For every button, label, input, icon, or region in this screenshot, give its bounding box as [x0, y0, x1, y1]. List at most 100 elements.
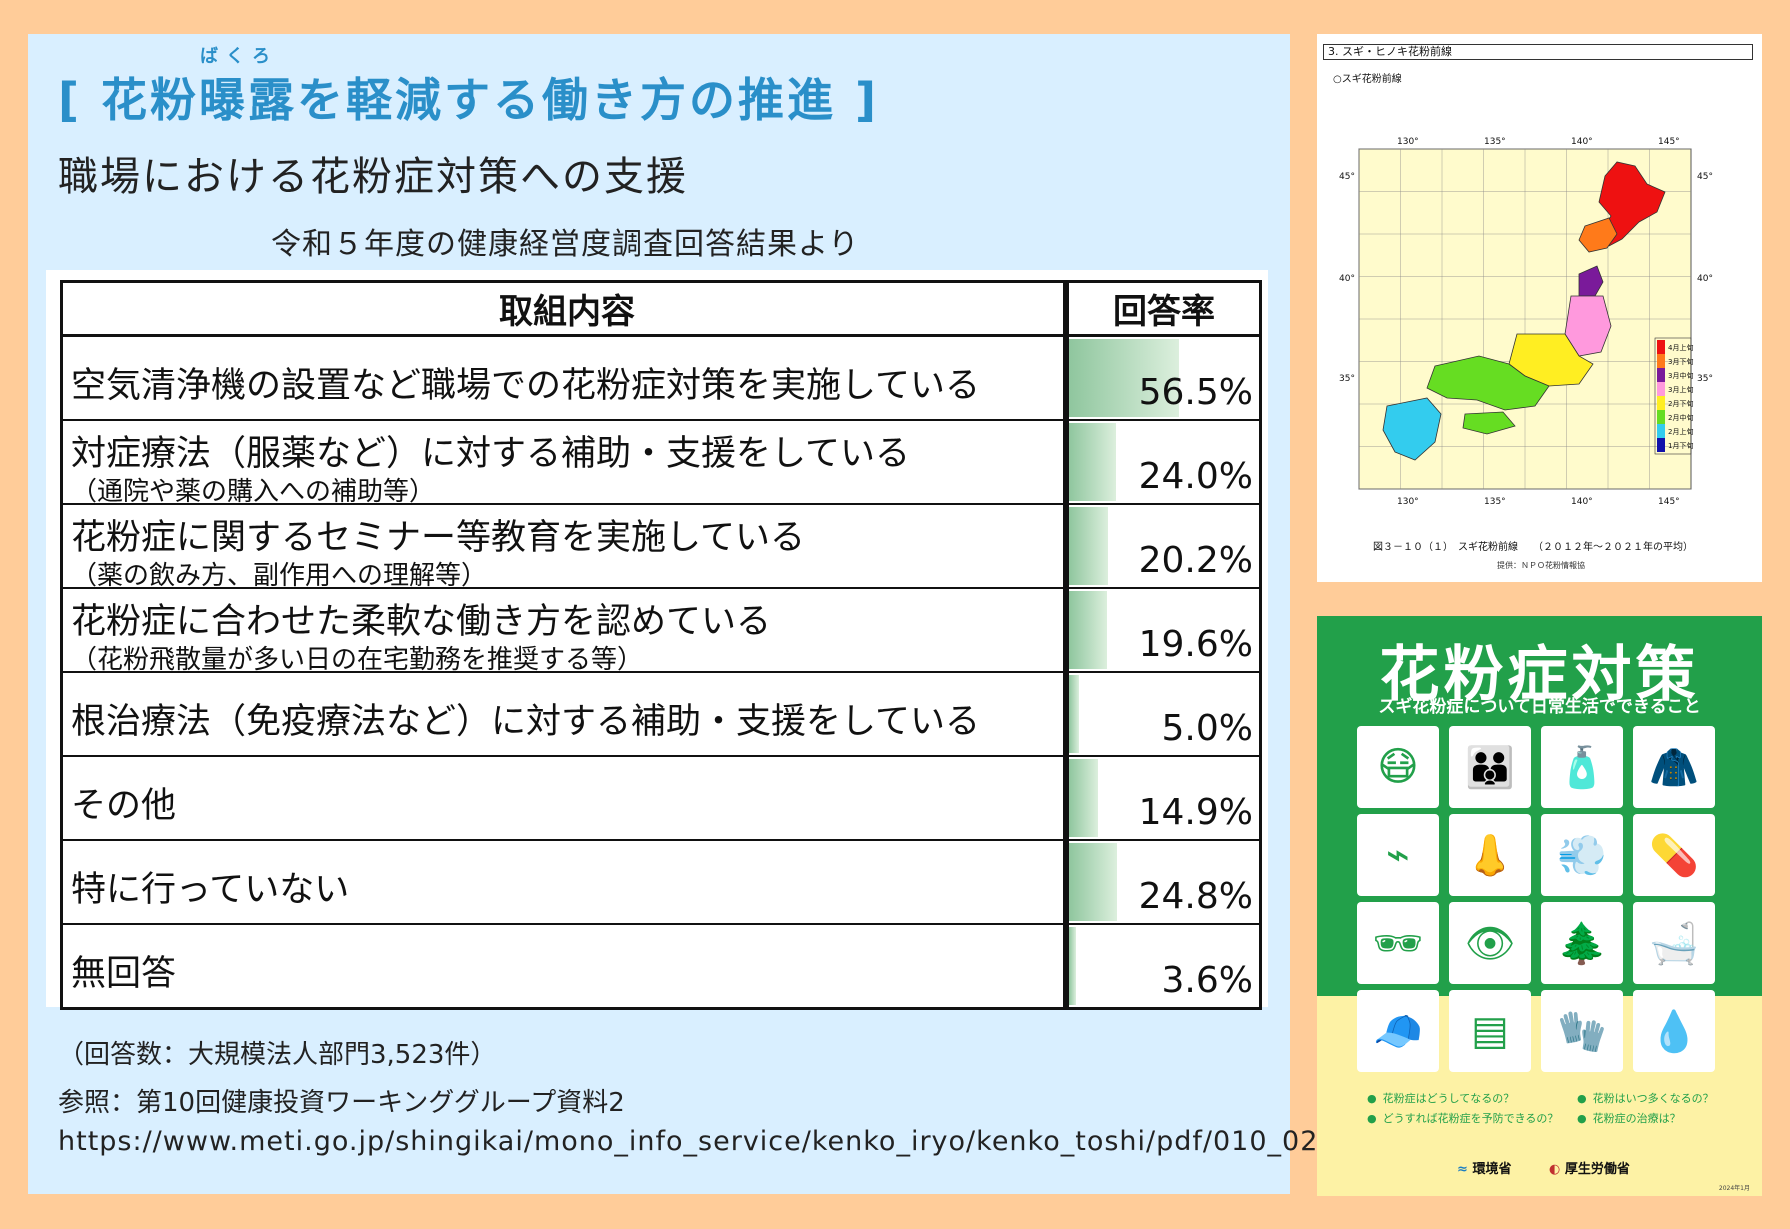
lon-label: 145°	[1658, 137, 1680, 147]
map-grid: 130° 130° 135° 135° 140° 140° 145° 145° 45° 45° 40…	[1339, 137, 1713, 507]
poster-title: 花粉症対策	[1379, 640, 1700, 710]
pump-bottle-tile: 🧴	[1541, 726, 1623, 808]
panel-subtitle: 職場における花粉症対策への支援	[58, 154, 688, 200]
legend-swatch	[1657, 340, 1665, 354]
table-row: その他 14.9%	[63, 757, 1259, 841]
header-rate: 回答率	[1113, 292, 1215, 332]
jacket-tile: 🧥	[1633, 726, 1715, 808]
table-header: 取組内容 回答率	[63, 283, 1259, 337]
mask-tile: 😷	[1357, 726, 1439, 808]
panel-title: [ 花粉曝露を軽減する働き方の推進 ]	[58, 73, 880, 127]
env-logo-icon: ≈	[1457, 1162, 1468, 1177]
legend-swatch	[1657, 354, 1665, 368]
eye-icon: 👁	[1464, 920, 1516, 967]
rate-bar	[1069, 339, 1179, 417]
cap-tile: 🧢	[1357, 990, 1439, 1072]
row-item-cell: 根治療法（免疫療法など）に対する補助・支援をしている	[63, 673, 1069, 755]
survey-table-wrap: 取組内容 回答率 空気清浄機の設置など職場での花粉症対策を実施している 56.5%…	[46, 270, 1268, 1010]
tohoku-north	[1578, 265, 1604, 297]
legend-label: 4月上旬	[1668, 343, 1693, 352]
legend-swatch	[1657, 438, 1665, 452]
legend-label: 3月上旬	[1668, 385, 1693, 394]
question-4: 花粉症の治療は？	[1577, 1110, 1681, 1126]
row-sub-text: （通院や薬の購入への補助等）	[71, 477, 436, 507]
gloves-icon: 🧤	[1557, 1008, 1607, 1055]
row-sub-text: （薬の飲み方、副作用への理解等）	[71, 561, 488, 591]
survey-source: 令和５年度の健康経営度調査回答結果より	[271, 227, 860, 262]
cap-icon: 🧢	[1373, 1008, 1423, 1055]
cedar-tree-icon: 🌲	[1557, 920, 1607, 967]
nose-tile: 👃	[1449, 814, 1531, 896]
row-main-text: 花粉症に合わせた柔軟な働き方を認めている	[71, 602, 772, 642]
row-item-cell: 無回答	[63, 925, 1069, 1007]
legend-label: 2月上旬	[1668, 427, 1693, 436]
question-3: どうすれば花粉症を予防できるの？	[1367, 1110, 1559, 1126]
legend-label: 3月下旬	[1668, 357, 1693, 366]
shikoku	[1462, 411, 1516, 435]
eye-drops-tile: 💧	[1633, 990, 1715, 1072]
row-rate-cell: 19.6%	[1069, 589, 1259, 671]
ministry-environment-label: 環境省	[1472, 1162, 1512, 1177]
nose-icon: 👃	[1465, 832, 1515, 879]
people-tile: 👪	[1449, 726, 1531, 808]
ministry-health-label: 厚生労働省	[1564, 1162, 1630, 1177]
glasses-tile: 🕶	[1357, 902, 1439, 984]
lat-label: 35°	[1339, 374, 1355, 384]
legend-label: 2月中旬	[1668, 413, 1693, 422]
poster-date: 2024年1月	[1718, 1185, 1750, 1192]
vacuum-tile: ⌁	[1357, 814, 1439, 896]
reference-url[interactable]: https://www.meti.go.jp/shingikai/mono_in…	[58, 1126, 1426, 1157]
pollen-front-map: 130° 130° 135° 135° 140° 140° 145° 145° 45° 45° 40…	[1339, 137, 1713, 507]
row-main-text: 花粉症に関するセミナー等教育を実施している	[71, 518, 805, 558]
survey-table: 取組内容 回答率 空気清浄機の設置など職場での花粉症対策を実施している 56.5%…	[60, 280, 1262, 1010]
tissue-box-icon: ▤	[1471, 1008, 1509, 1054]
capsule-icon: 💊	[1649, 832, 1699, 879]
glasses-icon: 🕶	[1372, 920, 1424, 967]
rate-value: 24.8%	[1138, 876, 1253, 917]
rate-value: 20.2%	[1138, 540, 1253, 581]
legend-swatch	[1657, 410, 1665, 424]
rate-bar	[1069, 591, 1108, 669]
bathtub-icon: 🛁	[1649, 920, 1699, 967]
tissue-box-tile: ▤	[1449, 990, 1531, 1072]
rate-bar	[1069, 423, 1116, 501]
survey-panel: ばくろ [ 花粉曝露を軽減する働き方の推進 ] 職場における花粉症対策への支援 …	[28, 34, 1426, 1194]
map-caption: 図３－１０（１） スギ花粉前線 （２０１２年～２０２１年の平均）	[1373, 542, 1693, 553]
cedar-tree-tile: 🌲	[1541, 902, 1623, 984]
rate-bar	[1069, 843, 1118, 921]
pollen-countermeasure-poster: 花粉症対策 スギ花粉症について日常生活でできること 😷 👪 🧴 🧥 ⌁ 👃 💨 💊 🕶 👁 🌲 🛁 🧢 ▤…	[1317, 616, 1762, 1196]
question-1: 花粉症はどうしてなるの？	[1367, 1090, 1515, 1106]
map-credit: 提供：ＮＰＯ花粉情報協	[1497, 561, 1585, 570]
ministry-environment: ≈ 環境省	[1457, 1158, 1511, 1177]
map-legend: 4月上旬 3月下旬 3月中旬 3月上旬 2月下旬 2月中旬 2月上旬 1月下旬	[1654, 337, 1693, 455]
hokkaido-south	[1578, 217, 1618, 253]
row-main-text: 空気清浄機の設置など職場での花粉症対策を実施している	[71, 366, 980, 406]
hokkaido	[1598, 161, 1666, 247]
legend-label: 1月下旬	[1668, 441, 1693, 450]
rate-value: 24.0%	[1138, 456, 1253, 497]
mask-icon: 😷	[1377, 744, 1419, 790]
lon-label: 135°	[1484, 137, 1506, 147]
map-subtitle: ○スギ花粉前線	[1333, 74, 1402, 85]
jacket-icon: 🧥	[1649, 744, 1699, 791]
eye-tile: 👁	[1449, 902, 1531, 984]
rate-value: 14.9%	[1138, 792, 1253, 833]
rate-bar	[1069, 927, 1076, 1005]
japan-landmass	[1382, 161, 1666, 461]
lat-label: 35°	[1697, 374, 1713, 384]
row-rate-cell: 24.8%	[1069, 841, 1259, 923]
row-item-cell: 空気清浄機の設置など職場での花粉症対策を実施している	[63, 337, 1069, 419]
row-rate-cell: 56.5%	[1069, 337, 1259, 419]
legend-box	[1654, 337, 1692, 455]
legend-swatch	[1657, 382, 1665, 396]
row-rate-cell: 3.6%	[1069, 925, 1259, 1007]
row-main-text: その他	[71, 786, 177, 826]
row-main-text: 特に行っていない	[71, 870, 350, 910]
rate-value: 3.6%	[1161, 960, 1253, 1001]
lon-label: 135°	[1484, 497, 1506, 507]
table-row: 無回答 3.6%	[63, 925, 1259, 1007]
rate-bar	[1069, 507, 1109, 585]
lon-label: 145°	[1658, 497, 1680, 507]
face-spray-icon: 💨	[1557, 832, 1607, 879]
lat-label: 45°	[1697, 172, 1713, 182]
